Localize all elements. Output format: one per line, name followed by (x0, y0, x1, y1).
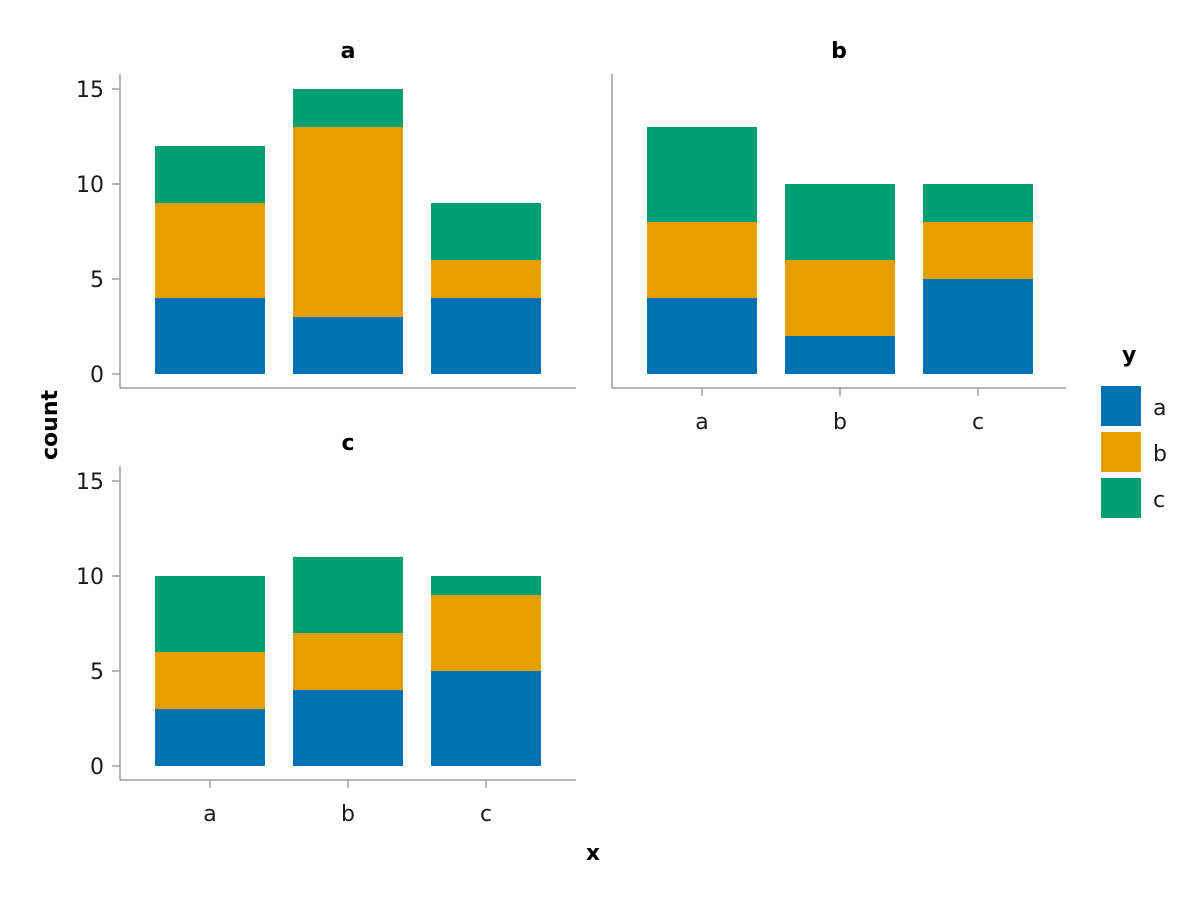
y-axis-title: count (38, 390, 63, 460)
facet-title-a: a (341, 39, 356, 64)
facet-title-b: b (831, 39, 847, 64)
x-axis-title: x (586, 841, 600, 866)
y-tick-label: 5 (90, 660, 104, 685)
bar-segment-b-b-c (785, 184, 895, 260)
legend-label-a: a (1153, 396, 1166, 421)
legend-title: y (1122, 343, 1136, 368)
legend-swatch-c (1101, 478, 1141, 518)
bar-segment-b-a-b (647, 222, 757, 298)
bar-segment-c-b-c (293, 557, 403, 633)
bar-segment-b-a-a (647, 298, 757, 374)
bar-segment-a-c-c (431, 203, 541, 260)
legend-label-c: c (1153, 488, 1165, 513)
x-tick-label: b (833, 410, 847, 435)
bar-segment-b-c-c (923, 184, 1033, 222)
x-tick-label: c (480, 802, 492, 827)
bar-segment-a-b-b (293, 127, 403, 317)
bar-segment-b-b-a (785, 336, 895, 374)
y-tick-label: 10 (76, 173, 104, 198)
bar-segment-a-c-a (431, 298, 541, 374)
bar-segment-c-c-c (431, 576, 541, 595)
legend-swatch-b (1101, 432, 1141, 472)
bar-segment-c-c-a (431, 671, 541, 766)
bar-segment-c-c-b (431, 595, 541, 671)
bar-segment-b-c-a (923, 279, 1033, 374)
bar-segment-c-a-b (155, 652, 265, 709)
bar-segment-c-b-b (293, 633, 403, 690)
bar-segment-a-c-b (431, 260, 541, 298)
bar-segment-c-b-a (293, 690, 403, 766)
bar-segment-a-b-c (293, 89, 403, 127)
x-tick-label: c (972, 410, 984, 435)
bar-segment-b-b-b (785, 260, 895, 336)
y-tick-label: 0 (90, 363, 104, 388)
x-tick-label: a (203, 802, 216, 827)
x-tick-label: b (341, 802, 355, 827)
bar-segment-a-a-c (155, 146, 265, 203)
legend-swatch-a (1101, 386, 1141, 426)
bar-segment-c-a-a (155, 709, 265, 766)
bar-segment-b-a-c (647, 127, 757, 222)
bar-segment-a-a-b (155, 203, 265, 298)
x-tick-label: a (695, 410, 708, 435)
y-tick-label: 5 (90, 268, 104, 293)
legend-label-b: b (1153, 442, 1167, 467)
facet-title-c: c (341, 431, 354, 456)
bar-segment-a-b-a (293, 317, 403, 374)
bar-segment-b-c-b (923, 222, 1033, 279)
y-tick-label: 15 (76, 470, 104, 495)
y-tick-label: 15 (76, 78, 104, 103)
y-tick-label: 10 (76, 565, 104, 590)
y-tick-label: 0 (90, 755, 104, 780)
bar-segment-c-a-c (155, 576, 265, 652)
bar-segment-a-a-a (155, 298, 265, 374)
